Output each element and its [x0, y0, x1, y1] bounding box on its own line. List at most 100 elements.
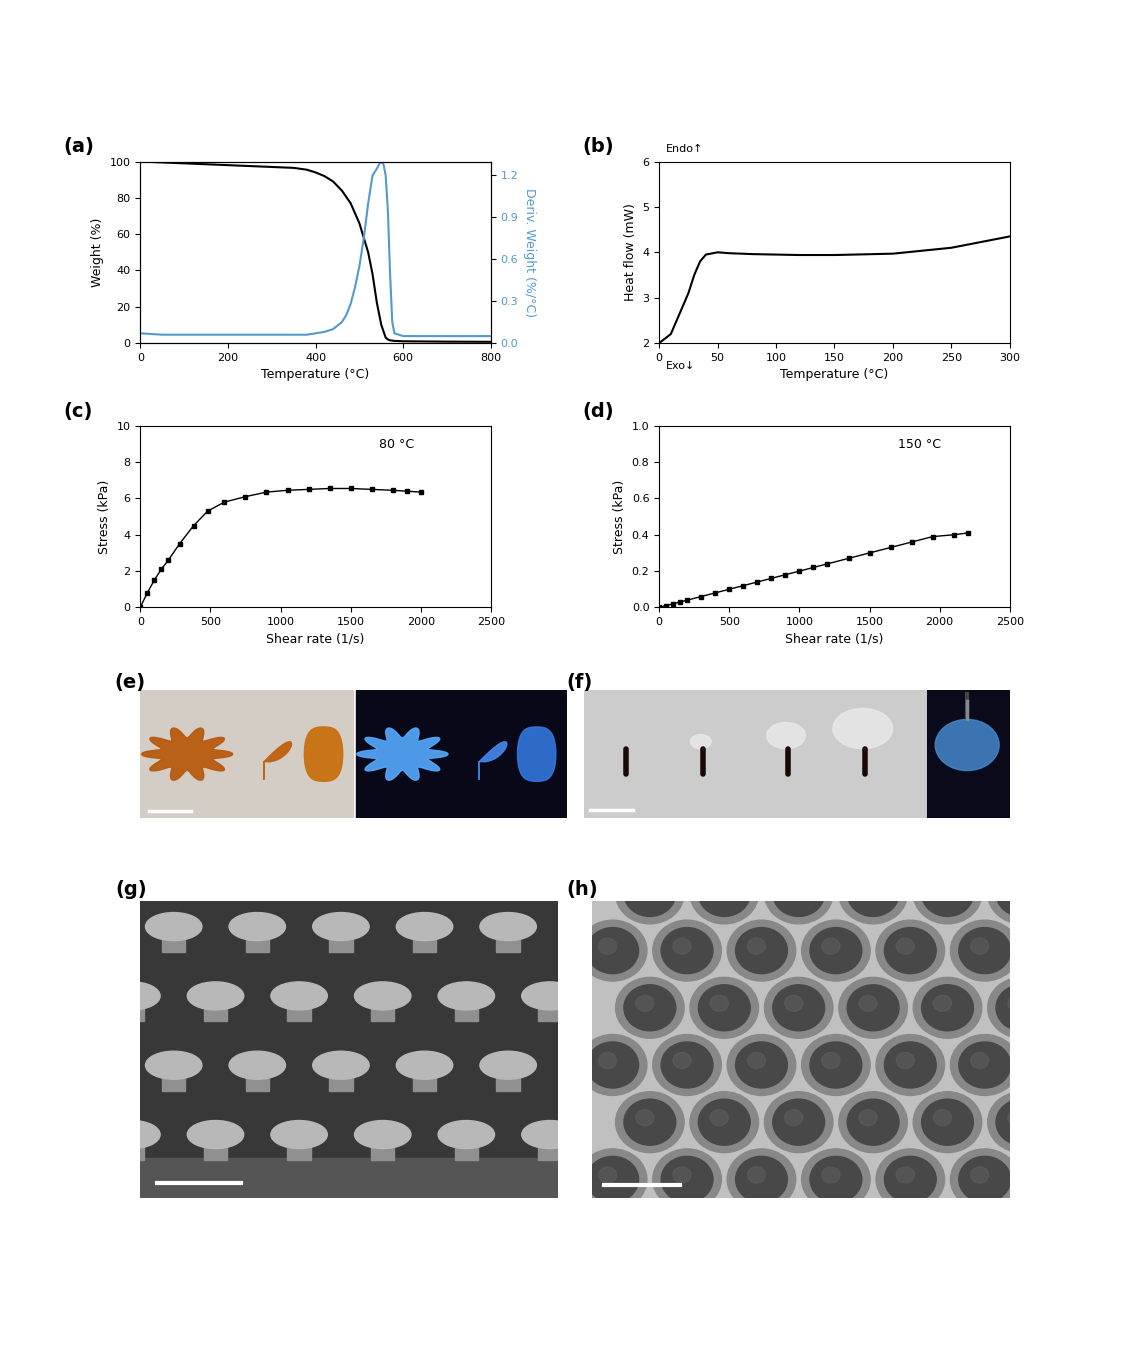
Ellipse shape — [833, 708, 893, 748]
Ellipse shape — [153, 1067, 194, 1075]
Ellipse shape — [480, 1051, 536, 1079]
Circle shape — [876, 1035, 945, 1096]
Circle shape — [987, 863, 1056, 923]
Circle shape — [934, 995, 951, 1011]
Circle shape — [773, 1100, 825, 1145]
Text: (h): (h) — [567, 880, 598, 899]
Circle shape — [896, 1167, 914, 1183]
Circle shape — [578, 921, 647, 981]
Circle shape — [587, 1042, 638, 1088]
Circle shape — [578, 1035, 647, 1096]
Y-axis label: Weight (%): Weight (%) — [91, 218, 104, 287]
Text: 80 °C: 80 °C — [378, 437, 414, 451]
Circle shape — [921, 1100, 974, 1145]
Circle shape — [598, 1167, 617, 1183]
Circle shape — [1008, 995, 1026, 1011]
Ellipse shape — [522, 981, 578, 1010]
Ellipse shape — [278, 999, 320, 1007]
Ellipse shape — [146, 913, 202, 941]
Circle shape — [839, 977, 908, 1038]
Circle shape — [636, 1109, 654, 1125]
Circle shape — [876, 1149, 945, 1210]
Circle shape — [821, 1053, 840, 1069]
X-axis label: Shear rate (1/s): Shear rate (1/s) — [785, 633, 884, 646]
Text: (c): (c) — [63, 401, 92, 421]
Circle shape — [821, 938, 840, 954]
Circle shape — [710, 1109, 728, 1125]
Bar — [162, 1066, 185, 1090]
Ellipse shape — [766, 723, 806, 748]
Bar — [539, 1135, 562, 1160]
Ellipse shape — [237, 1067, 278, 1075]
Circle shape — [821, 1167, 840, 1183]
Ellipse shape — [313, 913, 369, 941]
Bar — [356, 690, 567, 818]
Circle shape — [934, 880, 951, 896]
Bar — [120, 1135, 144, 1160]
Bar — [371, 1135, 395, 1160]
Circle shape — [996, 985, 1048, 1031]
Circle shape — [710, 880, 728, 896]
Bar — [496, 1066, 519, 1090]
Ellipse shape — [270, 981, 328, 1010]
Ellipse shape — [530, 999, 571, 1007]
Bar — [287, 996, 311, 1022]
Circle shape — [698, 985, 751, 1031]
Circle shape — [727, 1149, 795, 1210]
Circle shape — [636, 995, 654, 1011]
Polygon shape — [304, 727, 342, 781]
Ellipse shape — [103, 1120, 160, 1148]
Bar — [583, 690, 925, 818]
Ellipse shape — [229, 1051, 285, 1079]
Circle shape — [587, 927, 638, 973]
Text: (d): (d) — [582, 401, 614, 421]
Polygon shape — [141, 728, 232, 781]
Ellipse shape — [320, 929, 361, 937]
Circle shape — [1008, 880, 1026, 896]
Ellipse shape — [404, 1067, 445, 1075]
Ellipse shape — [530, 1137, 571, 1145]
Ellipse shape — [438, 1120, 495, 1148]
Circle shape — [616, 863, 684, 923]
Circle shape — [896, 1053, 914, 1069]
Circle shape — [950, 1035, 1019, 1096]
Circle shape — [690, 977, 758, 1038]
Bar — [371, 996, 395, 1022]
Bar — [413, 1066, 436, 1090]
Circle shape — [698, 871, 751, 917]
Text: (b): (b) — [582, 137, 614, 156]
Circle shape — [624, 1100, 675, 1145]
Circle shape — [959, 1042, 1011, 1088]
Circle shape — [913, 1092, 982, 1152]
Circle shape — [987, 977, 1056, 1038]
Circle shape — [653, 1149, 721, 1210]
Circle shape — [673, 1167, 691, 1183]
Circle shape — [587, 1156, 638, 1202]
Circle shape — [636, 880, 654, 896]
Polygon shape — [357, 728, 448, 781]
Ellipse shape — [111, 999, 153, 1007]
Bar — [140, 1159, 559, 1198]
Circle shape — [673, 938, 691, 954]
Text: Endo↑: Endo↑ — [666, 144, 703, 155]
Ellipse shape — [361, 999, 404, 1007]
Circle shape — [764, 977, 833, 1038]
Circle shape — [747, 1167, 765, 1183]
Circle shape — [839, 863, 908, 923]
Circle shape — [876, 921, 945, 981]
Ellipse shape — [278, 1137, 320, 1145]
Circle shape — [884, 1156, 936, 1202]
Circle shape — [971, 1053, 988, 1069]
Ellipse shape — [355, 1120, 411, 1148]
Bar — [329, 1066, 352, 1090]
Circle shape — [736, 1042, 788, 1088]
Ellipse shape — [396, 913, 453, 941]
Bar — [246, 1066, 269, 1090]
Circle shape — [710, 995, 728, 1011]
Circle shape — [971, 938, 988, 954]
Circle shape — [987, 1092, 1056, 1152]
Circle shape — [913, 863, 982, 923]
Circle shape — [727, 1035, 795, 1096]
Circle shape — [839, 1092, 908, 1152]
Bar — [413, 927, 436, 952]
